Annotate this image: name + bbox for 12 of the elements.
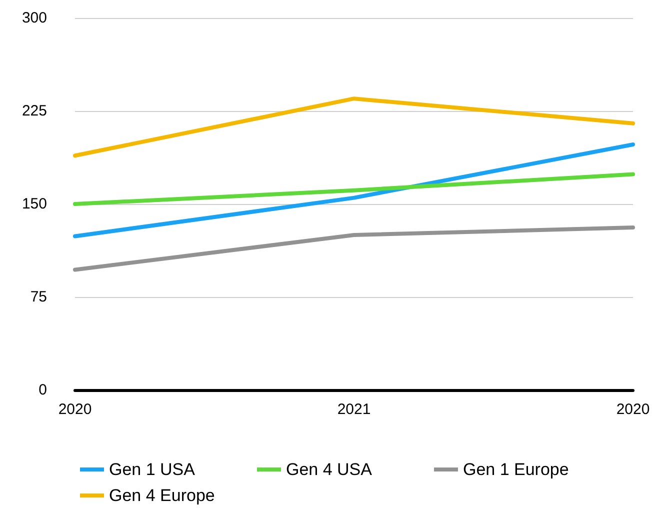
y-tick-label: 300 bbox=[22, 10, 47, 26]
y-tick-label: 225 bbox=[22, 102, 47, 120]
y-tick-label: 150 bbox=[22, 196, 47, 212]
x-tick-label: 2020 bbox=[58, 401, 92, 418]
legend-label: Gen 4 Europe bbox=[109, 486, 215, 505]
legend-label: Gen 1 USA bbox=[109, 460, 196, 479]
x-tick-label: 2021 bbox=[337, 401, 371, 418]
legend-label: Gen 1 Europe bbox=[462, 460, 569, 479]
y-tick-label: 0 bbox=[38, 382, 47, 398]
x-tick-label: 2020 bbox=[616, 401, 650, 418]
legend-label: Gen 4 USA bbox=[286, 460, 373, 479]
y-tick-label: 75 bbox=[30, 288, 47, 306]
